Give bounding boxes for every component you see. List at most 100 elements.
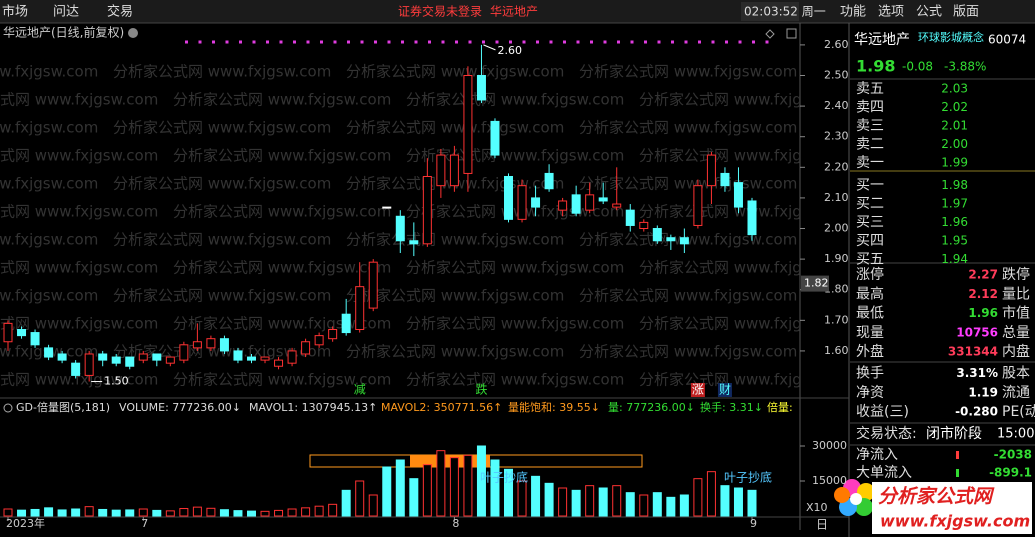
volume-bar <box>490 459 500 517</box>
stat-label: 外盘 <box>856 343 884 360</box>
concept: 环球影城概念 <box>918 30 984 44</box>
candle-body <box>531 197 541 208</box>
stat-value: 1.96 <box>968 306 998 320</box>
volume-bar <box>395 459 405 517</box>
icon[interactable] <box>786 28 797 39</box>
candle-body <box>206 338 216 349</box>
candle-body <box>747 200 757 236</box>
legend-item: VOLUME: 777236.00↓ <box>119 401 241 414</box>
book-label: 买五 <box>856 252 884 268</box>
book-price: 2.03 <box>941 82 968 96</box>
watermark: 分析家公式网 www.fxjgsw.com <box>0 371 158 389</box>
volume-bar <box>598 487 608 517</box>
chart-note: 叶子抄底 <box>724 470 772 485</box>
candle-body <box>504 175 514 220</box>
logo-name: 分析家公式网 <box>878 486 995 508</box>
icon[interactable] <box>765 29 775 39</box>
volume-bar <box>706 471 716 517</box>
candle-body <box>3 322 13 343</box>
y-tick-label: 2.30 <box>824 130 849 143</box>
watermark: 分析家公式网 www.fxjgsw.com <box>639 147 857 165</box>
logo-bg <box>872 482 1032 534</box>
candle-body <box>544 172 554 190</box>
watermark: 分析家公式网 www.fxjgsw.com <box>579 175 797 193</box>
watermark: 分析家公式网 www.fxjgsw.com <box>113 287 331 305</box>
watermark-layer: 分析家公式网 www.fxjgsw.com 分析家公式网 www.fxjgsw.c… <box>0 63 857 389</box>
stat-label: 总量 <box>1002 325 1030 341</box>
status-text: 证券交易未登录 <box>398 4 482 19</box>
volume-bar <box>98 508 108 517</box>
chart-note: 叶子抄底 <box>480 470 528 485</box>
book-price: 1.98 <box>941 178 968 192</box>
volume-bar <box>652 492 662 517</box>
event-marker: 涨 <box>692 382 704 397</box>
menu-item[interactable]: 交易 <box>107 4 133 20</box>
book-price: 1.94 <box>941 252 968 266</box>
flow-label: 净流入 <box>856 447 898 463</box>
stock-name: 华远地产 <box>854 32 910 48</box>
volume-bar <box>693 478 703 517</box>
watermark: 分析家公式网 www.fxjgsw.com <box>639 203 857 221</box>
volume-bar <box>612 485 622 517</box>
volume-bar <box>531 475 541 517</box>
indicator-title: GD-倍量图(5,181) <box>16 400 110 414</box>
volume-bar <box>3 508 13 517</box>
volume-bar <box>476 445 486 517</box>
volume-bar <box>152 509 162 517</box>
chart-title: 华远地产(日线,前复权) <box>3 25 124 40</box>
candle-body <box>314 335 324 346</box>
candle-body <box>30 332 40 346</box>
volume-bar <box>747 489 757 517</box>
book-price: 1.97 <box>941 197 968 211</box>
book-price: 2.02 <box>941 100 968 114</box>
event-badge <box>717 383 732 397</box>
volume-bar <box>368 494 378 517</box>
volume-bar <box>625 492 635 517</box>
stat-label: 换手 <box>856 365 884 382</box>
book-price: 2.00 <box>941 137 968 151</box>
min-label: 1.50 <box>104 375 129 388</box>
watermark: 分析家公式网 www.fxjgsw.com <box>0 147 158 165</box>
volume-bar <box>30 508 40 517</box>
book-label: 买三 <box>856 215 884 231</box>
volume-bar <box>436 450 446 517</box>
volume-bar <box>125 509 135 517</box>
menu-item[interactable]: 问达 <box>53 5 79 20</box>
stat-label: 市值 <box>1002 305 1030 322</box>
legend-item: 倍量: <box>767 400 793 414</box>
candle-body <box>287 350 297 364</box>
menu-item[interactable]: 版面 <box>953 5 979 20</box>
book-label: 卖二 <box>856 137 884 153</box>
book-price: 1.96 <box>941 215 968 229</box>
menu-item[interactable]: 选项 <box>878 5 904 20</box>
volume-bar <box>260 510 270 517</box>
candle-body <box>138 353 148 361</box>
flow-indicator <box>956 469 959 477</box>
candle-body <box>598 197 608 202</box>
watermark: 分析家公式网 www.fxjgsw.com <box>406 203 624 221</box>
gear-icon[interactable] <box>3 403 13 413</box>
stat-label: 量比 <box>1002 286 1030 302</box>
x-tick-label: 8 <box>452 517 459 530</box>
menu-item[interactable]: 功能 <box>840 5 866 20</box>
watermark: 分析家公式网 www.fxjgsw.com <box>406 315 624 333</box>
book-label: 买二 <box>856 196 884 212</box>
event-marker: 跌 <box>475 382 487 397</box>
candle-body <box>639 221 649 230</box>
watermark: 分析家公式网 www.fxjgsw.com <box>0 91 158 109</box>
candle-body <box>436 154 446 187</box>
menu-item[interactable]: 公式 <box>916 5 942 20</box>
watermark: 分析家公式网 www.fxjgsw.com <box>579 343 797 361</box>
icon[interactable] <box>128 28 138 38</box>
volume-bar <box>219 509 229 517</box>
volume-bar <box>165 510 175 517</box>
volume-bar <box>179 508 189 517</box>
stat-label: 跌停 <box>1002 266 1030 283</box>
stat-label: 流通 <box>1002 385 1030 401</box>
price-change: -0.08 <box>902 60 933 74</box>
book-price: 1.95 <box>941 234 968 248</box>
stat-value: 3.31% <box>956 366 998 380</box>
menu-item[interactable]: 市场 <box>2 4 28 20</box>
x-tick-label: 2023年 <box>6 516 45 530</box>
